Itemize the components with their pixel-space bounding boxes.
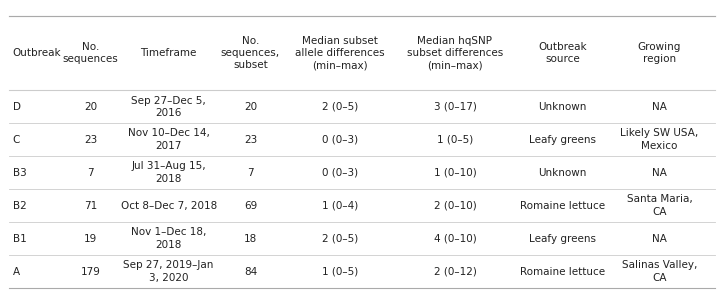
Text: Outbreak: Outbreak: [12, 48, 61, 58]
Text: Santa Maria,
CA: Santa Maria, CA: [626, 194, 692, 217]
Text: 3 (0–17): 3 (0–17): [434, 102, 476, 112]
Text: 2 (0–10): 2 (0–10): [434, 201, 476, 211]
Text: 2 (0–5): 2 (0–5): [321, 102, 358, 112]
Text: 20: 20: [84, 102, 97, 112]
Text: Median subset
allele differences
(min–max): Median subset allele differences (min–ma…: [295, 35, 384, 70]
Text: 23: 23: [84, 135, 97, 145]
Text: 71: 71: [84, 201, 97, 211]
Text: 69: 69: [244, 201, 257, 211]
Text: 20: 20: [244, 102, 257, 112]
Text: 4 (0–10): 4 (0–10): [434, 234, 476, 243]
Text: NA: NA: [652, 102, 667, 112]
Text: No.
sequences: No. sequences: [63, 42, 119, 64]
Text: B3: B3: [12, 168, 26, 178]
Text: C: C: [12, 135, 20, 145]
Text: 0 (0–3): 0 (0–3): [321, 135, 358, 145]
Text: 1 (0–5): 1 (0–5): [437, 135, 473, 145]
Text: 1 (0–4): 1 (0–4): [321, 201, 358, 211]
Text: 1 (0–10): 1 (0–10): [434, 168, 476, 178]
Text: Jul 31–Aug 15,
2018: Jul 31–Aug 15, 2018: [131, 162, 206, 184]
Text: 2 (0–12): 2 (0–12): [434, 266, 476, 277]
Text: NA: NA: [652, 168, 667, 178]
Text: 1 (0–5): 1 (0–5): [321, 266, 358, 277]
Text: D: D: [12, 102, 20, 112]
Text: 7: 7: [88, 168, 94, 178]
Text: 0 (0–3): 0 (0–3): [321, 168, 358, 178]
Text: 2 (0–5): 2 (0–5): [321, 234, 358, 243]
Text: Leafy greens: Leafy greens: [529, 234, 597, 243]
Text: Nov 1–Dec 18,
2018: Nov 1–Dec 18, 2018: [131, 227, 206, 250]
Text: Median hqSNP
subset differences
(min–max): Median hqSNP subset differences (min–max…: [407, 35, 503, 70]
Text: Sep 27–Dec 5,
2016: Sep 27–Dec 5, 2016: [131, 96, 206, 118]
Text: Likely SW USA,
Mexico: Likely SW USA, Mexico: [620, 128, 699, 151]
Text: 179: 179: [80, 266, 101, 277]
Text: Timeframe: Timeframe: [140, 48, 197, 58]
Text: Nov 10–Dec 14,
2017: Nov 10–Dec 14, 2017: [127, 128, 210, 151]
Text: Romaine lettuce: Romaine lettuce: [520, 266, 605, 277]
Text: B2: B2: [12, 201, 26, 211]
Text: Unknown: Unknown: [539, 102, 587, 112]
Text: Oct 8–Dec 7, 2018: Oct 8–Dec 7, 2018: [121, 201, 216, 211]
Text: Leafy greens: Leafy greens: [529, 135, 597, 145]
Text: Outbreak
source: Outbreak source: [539, 42, 587, 64]
Text: 18: 18: [244, 234, 257, 243]
Text: 7: 7: [247, 168, 254, 178]
Text: Salinas Valley,
CA: Salinas Valley, CA: [622, 260, 697, 283]
Text: 19: 19: [84, 234, 97, 243]
Text: Romaine lettuce: Romaine lettuce: [520, 201, 605, 211]
Text: A: A: [12, 266, 20, 277]
Text: 23: 23: [244, 135, 257, 145]
Text: NA: NA: [652, 234, 667, 243]
Text: Unknown: Unknown: [539, 168, 587, 178]
Text: Growing
region: Growing region: [638, 42, 681, 64]
Text: Sep 27, 2019–Jan
3, 2020: Sep 27, 2019–Jan 3, 2020: [124, 260, 214, 283]
Text: 84: 84: [244, 266, 257, 277]
Text: No.
sequences,
subset: No. sequences, subset: [221, 35, 280, 70]
Text: B1: B1: [12, 234, 26, 243]
